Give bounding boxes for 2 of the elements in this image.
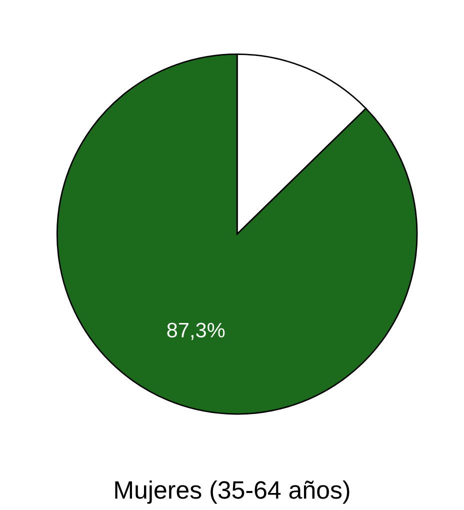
text: Mujeres (35-64 años) — [115, 480, 350, 504]
data-label: 87,3% — [167, 322, 225, 340]
